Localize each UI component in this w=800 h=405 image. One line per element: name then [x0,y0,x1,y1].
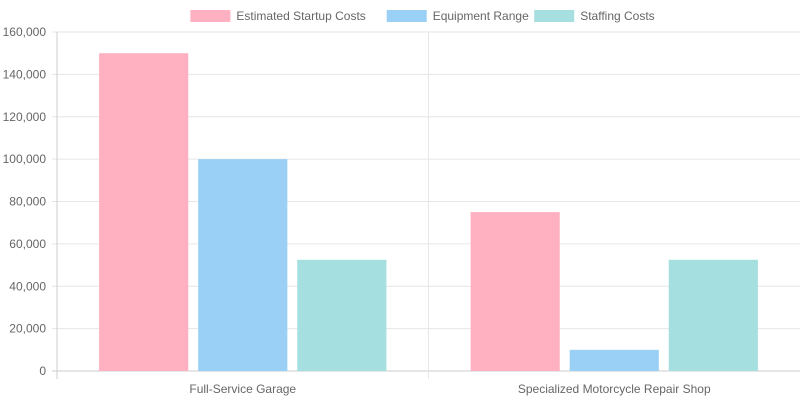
legend-label: Equipment Range [433,9,529,23]
x-tick-label: Specialized Motorcycle Repair Shop [518,382,711,396]
legend: Estimated Startup Costs Equipment Range St… [190,9,655,23]
legend-item[interactable]: Estimated Startup Costs [190,9,366,23]
y-tick-label: 80,000 [9,195,46,209]
bar[interactable] [99,53,189,371]
y-tick-label: 0 [39,364,46,378]
legend-item[interactable]: Staffing Costs [534,9,655,23]
y-axis: 0 20,000 40,000 60,000 80,000 100,000 120,000 1… [3,25,58,379]
y-tick-label: 100,000 [3,152,47,166]
bar[interactable] [569,349,659,371]
x-axis: Full-Service Garage Specialized Motorcycl… [189,382,711,396]
legend-item[interactable]: Equipment Range [386,9,529,23]
y-tick-label: 140,000 [3,67,47,81]
y-tick-label: 40,000 [9,279,46,293]
bar[interactable] [198,159,288,371]
legend-label: Estimated Startup Costs [236,9,365,23]
y-tick-label: 120,000 [3,110,47,124]
legend-swatch [386,10,427,22]
legend-swatch [534,10,575,22]
x-tick-label: Full-Service Garage [189,382,296,396]
bar[interactable] [297,259,387,371]
bar[interactable] [470,212,560,371]
y-tick-label: 60,000 [9,237,46,251]
bar[interactable] [668,259,758,371]
y-tick-label: 20,000 [9,322,46,336]
y-tick-label: 160,000 [3,25,47,39]
legend-swatch [190,10,231,22]
bars [99,53,758,371]
legend-label: Staffing Costs [580,9,654,23]
